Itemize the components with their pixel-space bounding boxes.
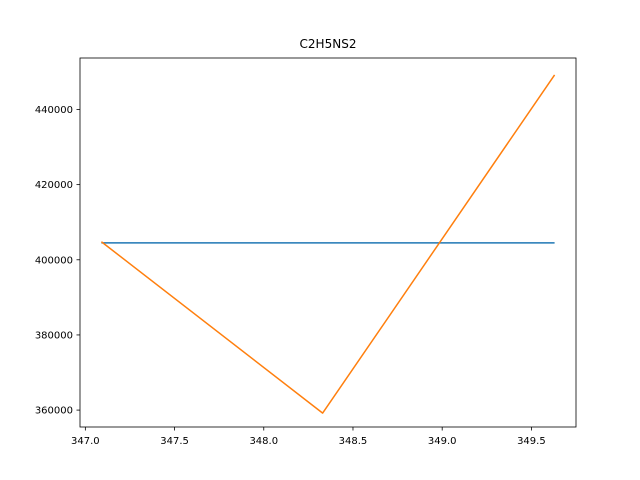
- y-tick-label: 440000: [35, 105, 73, 116]
- x-tick-label: 348.0: [249, 436, 278, 447]
- x-tick-label: 347.0: [71, 436, 100, 447]
- chart-title: C2H5NS2: [300, 37, 357, 51]
- y-tick-label: 360000: [35, 406, 73, 417]
- x-tick-label: 348.5: [339, 436, 368, 447]
- x-tick-label: 349.0: [428, 436, 457, 447]
- y-tick-label: 380000: [35, 330, 73, 341]
- x-tick-label: 347.5: [160, 436, 189, 447]
- y-tick-label: 400000: [35, 255, 73, 266]
- x-tick-label: 349.5: [517, 436, 546, 447]
- y-tick-label: 420000: [35, 180, 73, 191]
